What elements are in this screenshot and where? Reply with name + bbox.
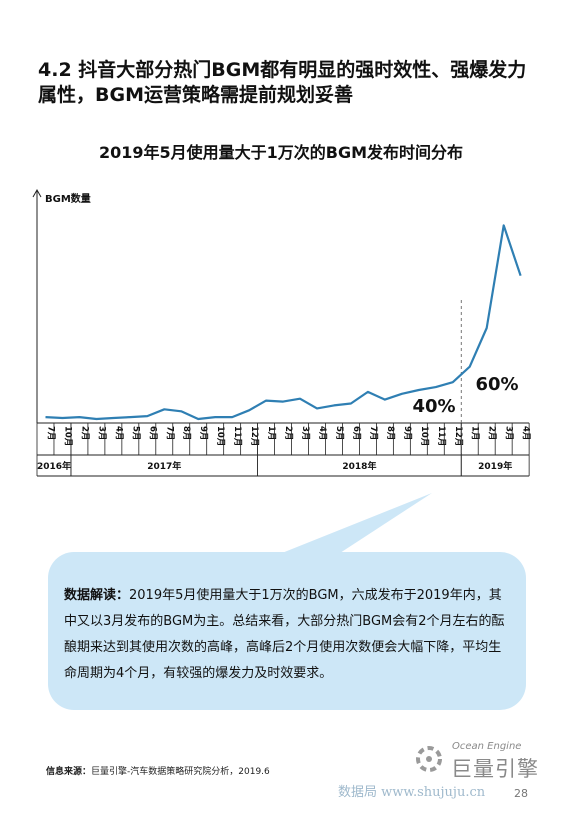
page-number: 28 bbox=[514, 787, 528, 800]
x-tick-label: 12月 bbox=[249, 426, 259, 446]
x-tick-label: 9月 bbox=[402, 426, 412, 440]
x-tick-label: 3月 bbox=[504, 426, 514, 440]
x-tick-label: 10月 bbox=[419, 426, 429, 446]
annotation-40: 40% bbox=[412, 396, 455, 417]
section-title: 4.2 抖音大部分热门BGM都有明显的强时效性、强爆发力属性，BGM运营策略需提… bbox=[38, 59, 527, 106]
x-tick-label: 7月 bbox=[368, 426, 378, 440]
y-axis-arrow bbox=[32, 188, 42, 198]
logo-english: Ocean Engine bbox=[452, 741, 522, 752]
logo-chinese: 巨量引擎 bbox=[451, 757, 539, 781]
callout-label: 数据解读： bbox=[64, 588, 130, 603]
x-tick-label: 3月 bbox=[300, 426, 310, 440]
source-text: 巨量引擎-汽车数据策略研究院分析，2019.6 bbox=[91, 767, 270, 777]
x-tick-label: 2月 bbox=[79, 426, 89, 440]
year-label: 2019年 bbox=[478, 460, 512, 472]
x-tick-label: 2月 bbox=[283, 426, 293, 440]
year-label: 2018年 bbox=[342, 460, 376, 472]
x-tick-label: 9月 bbox=[198, 426, 208, 440]
callout-box bbox=[48, 552, 526, 710]
x-tick-label: 4月 bbox=[521, 426, 531, 440]
x-tick-label: 10月 bbox=[215, 426, 225, 446]
x-tick-label: 6月 bbox=[147, 426, 157, 440]
x-tick-label: 12月 bbox=[453, 426, 463, 446]
x-tick-label: 2月 bbox=[487, 426, 497, 440]
callout-text: 数据解读：2019年5月使用量大于1万次的BGM，六成发布于2019年内，其中又… bbox=[64, 583, 510, 687]
watermark: 数据局 www.shujuju.cn bbox=[338, 785, 486, 800]
chart-title: 2019年5月使用量大于1万次的BGM发布时间分布 bbox=[98, 143, 464, 162]
year-label: 2016年 bbox=[37, 460, 71, 472]
x-tick-label: 3月 bbox=[96, 426, 106, 440]
callout-pointer bbox=[282, 493, 432, 553]
x-tick-label: 1月 bbox=[266, 426, 276, 440]
x-tick-label: 8月 bbox=[181, 426, 191, 440]
x-tick-label: 11月 bbox=[436, 426, 446, 446]
callout-body: 2019年5月使用量大于1万次的BGM，六成发布于2019年内，其中又以3月发布… bbox=[64, 588, 505, 681]
series-line bbox=[45, 224, 522, 421]
x-tick-label: 8月 bbox=[385, 426, 395, 440]
x-tick-label: 4月 bbox=[113, 426, 123, 440]
x-tick-label: 10月 bbox=[62, 426, 72, 446]
x-tick-label: 5月 bbox=[130, 426, 140, 440]
annotation-60: 60% bbox=[475, 374, 518, 395]
x-tick-label: 5月 bbox=[334, 426, 344, 440]
x-tick-label: 1月 bbox=[470, 426, 480, 440]
x-tick-label: 7月 bbox=[45, 426, 55, 440]
year-label: 2017年 bbox=[147, 460, 181, 472]
x-tick-label: 11月 bbox=[232, 426, 242, 446]
y-axis-label: BGM数量 bbox=[45, 192, 91, 205]
x-tick-label: 4月 bbox=[317, 426, 327, 440]
source-label: 信息来源： bbox=[46, 767, 92, 777]
x-tick-label: 6月 bbox=[351, 426, 361, 440]
source-note: 信息来源：巨量引擎-汽车数据策略研究院分析，2019.6 bbox=[46, 764, 270, 777]
line-chart: BGM数量 7月 10月 2月 3月 4月 5月 6月 7月 8月 9月 10月 11月 12月 1月 2月 3… bbox=[32, 188, 531, 477]
x-tick-label: 7月 bbox=[164, 426, 174, 440]
ocean-engine-logo-icon bbox=[416, 746, 442, 772]
